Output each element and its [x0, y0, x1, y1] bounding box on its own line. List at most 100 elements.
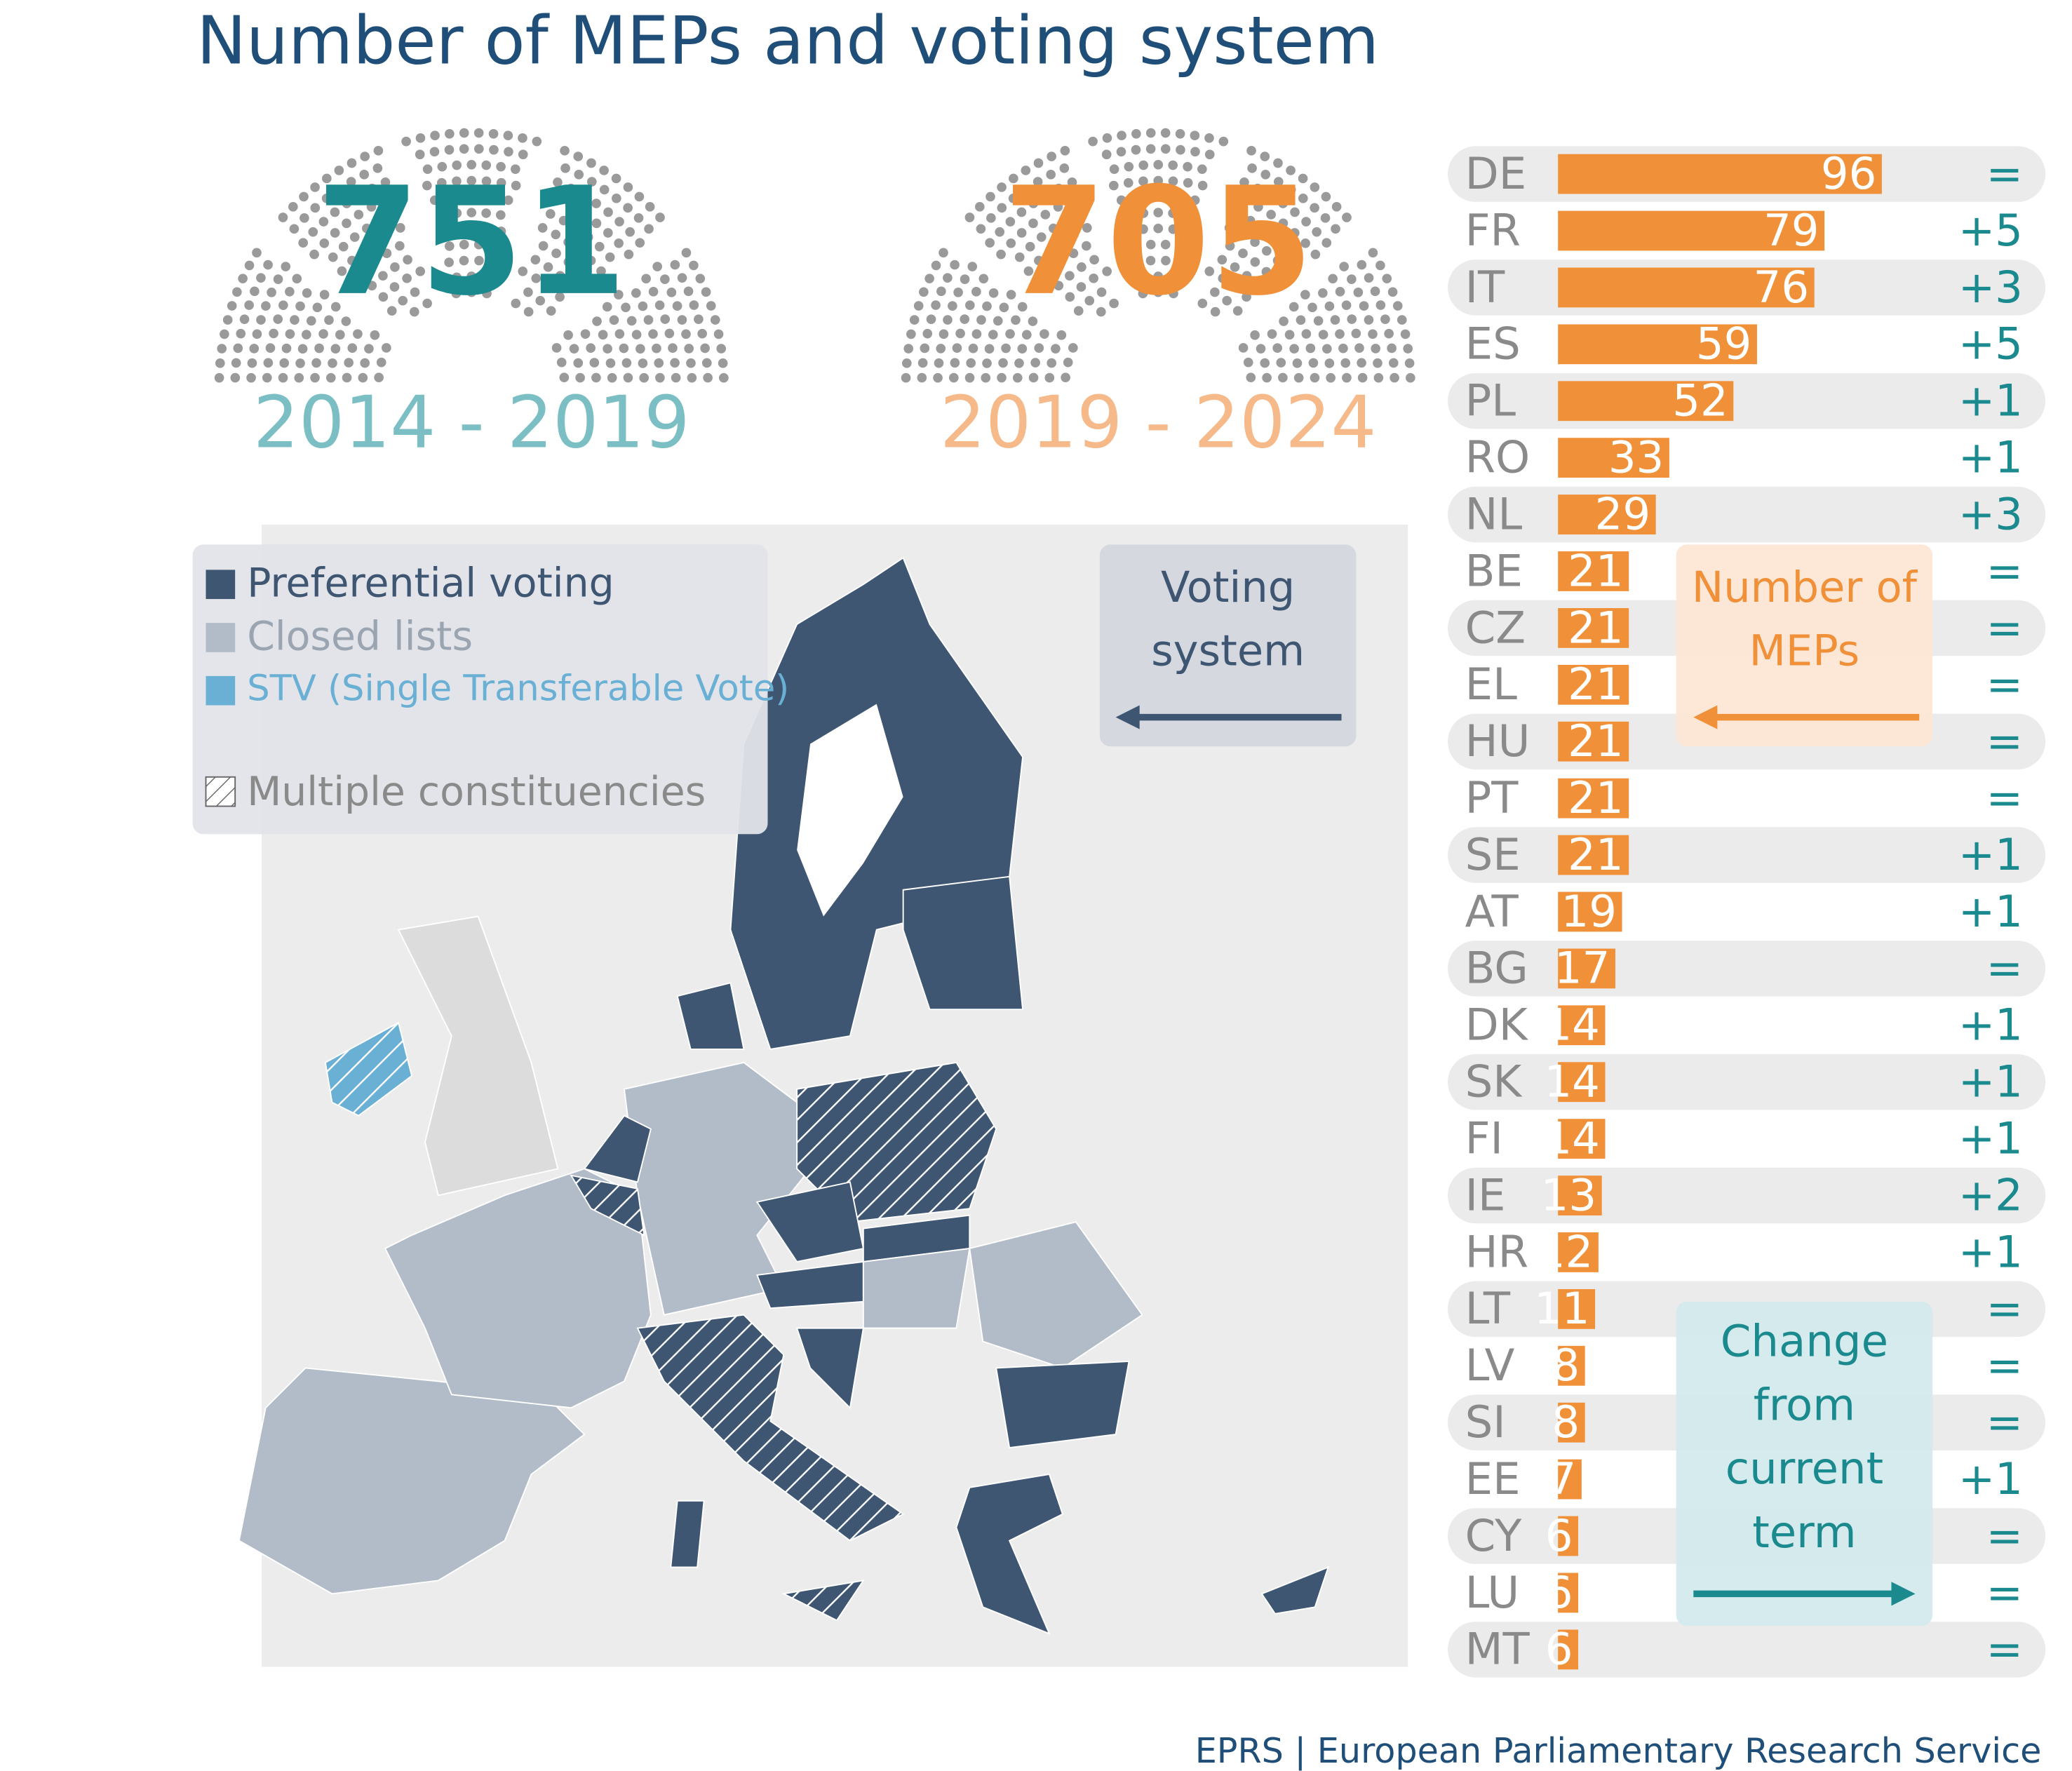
seat-dot [924, 274, 934, 283]
seat-dot [289, 224, 300, 234]
seat-dot [1041, 190, 1051, 201]
seat-dot [614, 290, 624, 299]
source: EPRS | European Parliamentary Research S… [1195, 1730, 2042, 1771]
seat-dot [1204, 133, 1214, 143]
seat-dot [697, 328, 707, 339]
seat-dot [1357, 372, 1368, 383]
seat-dot [1016, 207, 1027, 217]
seat-dot [437, 161, 448, 172]
seat-dot [322, 173, 332, 184]
seat-dot [302, 330, 311, 339]
seat-dot [347, 343, 358, 353]
seat-dot [310, 372, 320, 383]
bar [1558, 721, 1629, 762]
seat-dot [1390, 372, 1399, 383]
seat-dot [330, 228, 340, 238]
seat-dot [1222, 295, 1232, 306]
seat-dot [917, 358, 928, 368]
seat-count: 705 [1003, 156, 1314, 329]
bar-value-label: 13 [1541, 1169, 1597, 1220]
seat-dot [1040, 210, 1051, 220]
country [623, 1061, 812, 1316]
seat-dot [1123, 177, 1133, 188]
seat-dot [1308, 358, 1319, 368]
seat-dot [1138, 160, 1149, 170]
seat-dot [625, 227, 635, 237]
seat-dot [310, 203, 321, 213]
seat-dot [1183, 161, 1192, 172]
legend-box [192, 544, 768, 835]
seat-dot [609, 315, 619, 325]
seat-dot [459, 239, 469, 250]
seat-dot [566, 281, 576, 291]
seat-dot [1131, 144, 1141, 155]
seat-dot [589, 358, 600, 368]
bar [1558, 1516, 1579, 1556]
country [570, 1174, 645, 1237]
category-label: HR [1465, 1226, 1528, 1277]
legend-box [1676, 544, 1933, 747]
seat-dot [1160, 191, 1171, 202]
seat-dot [1301, 329, 1312, 339]
bar [1558, 1176, 1602, 1216]
seat-dot [1403, 344, 1413, 353]
country [862, 1247, 971, 1329]
seat-dot [389, 282, 400, 292]
seat-dot [1371, 344, 1380, 353]
seat-dot [378, 271, 388, 281]
seat-dot [215, 358, 225, 368]
seat-dot [1006, 238, 1016, 248]
seat-dot [362, 223, 372, 234]
seat-dot [358, 245, 368, 256]
seat-dot [459, 191, 469, 202]
seat-dot [943, 273, 953, 283]
change-label: +1 [1958, 829, 2023, 880]
seat-dot [1250, 237, 1260, 248]
seat-dot [1034, 255, 1044, 266]
seat-dot [1145, 128, 1156, 138]
seat-dot [338, 241, 349, 252]
seat-dot [1286, 166, 1296, 175]
bar-value-label: 21 [1568, 659, 1624, 710]
seat-dot [1020, 184, 1030, 195]
seat-dot [1011, 315, 1021, 325]
seat-dot [444, 193, 455, 203]
seat-dot [382, 248, 392, 259]
seat-dot [1175, 241, 1185, 251]
seat-dot [1354, 343, 1364, 353]
seat-dot [1036, 232, 1047, 242]
seat-dot [236, 328, 246, 339]
seat-dot [489, 144, 499, 155]
seat-dot [1237, 229, 1248, 240]
seat-dot [1061, 372, 1070, 383]
seat-dot [1117, 130, 1126, 141]
seat-dot [1292, 358, 1303, 368]
bar-value-label: 21 [1568, 602, 1624, 653]
change-label: = [1986, 1624, 2023, 1675]
seat-dot [1310, 182, 1320, 192]
seat-dot [1272, 255, 1283, 266]
seat-dot [1161, 255, 1171, 266]
seat-dot [1101, 149, 1112, 160]
seat-dot [217, 344, 227, 353]
seat-dot [1190, 147, 1200, 157]
seat-dot [518, 267, 528, 276]
seat-dot [1300, 238, 1310, 248]
change-label: +1 [1958, 375, 2023, 426]
seat-dot [948, 372, 959, 383]
seat-dot [1096, 287, 1107, 297]
seat-dot [1077, 262, 1087, 272]
seat-dot [603, 344, 612, 354]
seat-dot [1368, 248, 1378, 258]
seat-dot [489, 193, 499, 203]
seat-dot [719, 372, 729, 383]
seat-dot [694, 314, 704, 324]
seat-dot [246, 372, 256, 383]
seat-dot [1339, 262, 1349, 271]
seat-dot [986, 213, 996, 223]
seat-dot [634, 191, 645, 202]
seat-dot [1074, 209, 1084, 219]
seat-dot [611, 173, 621, 184]
seat-dot [496, 161, 506, 172]
seat-dot [645, 201, 655, 212]
